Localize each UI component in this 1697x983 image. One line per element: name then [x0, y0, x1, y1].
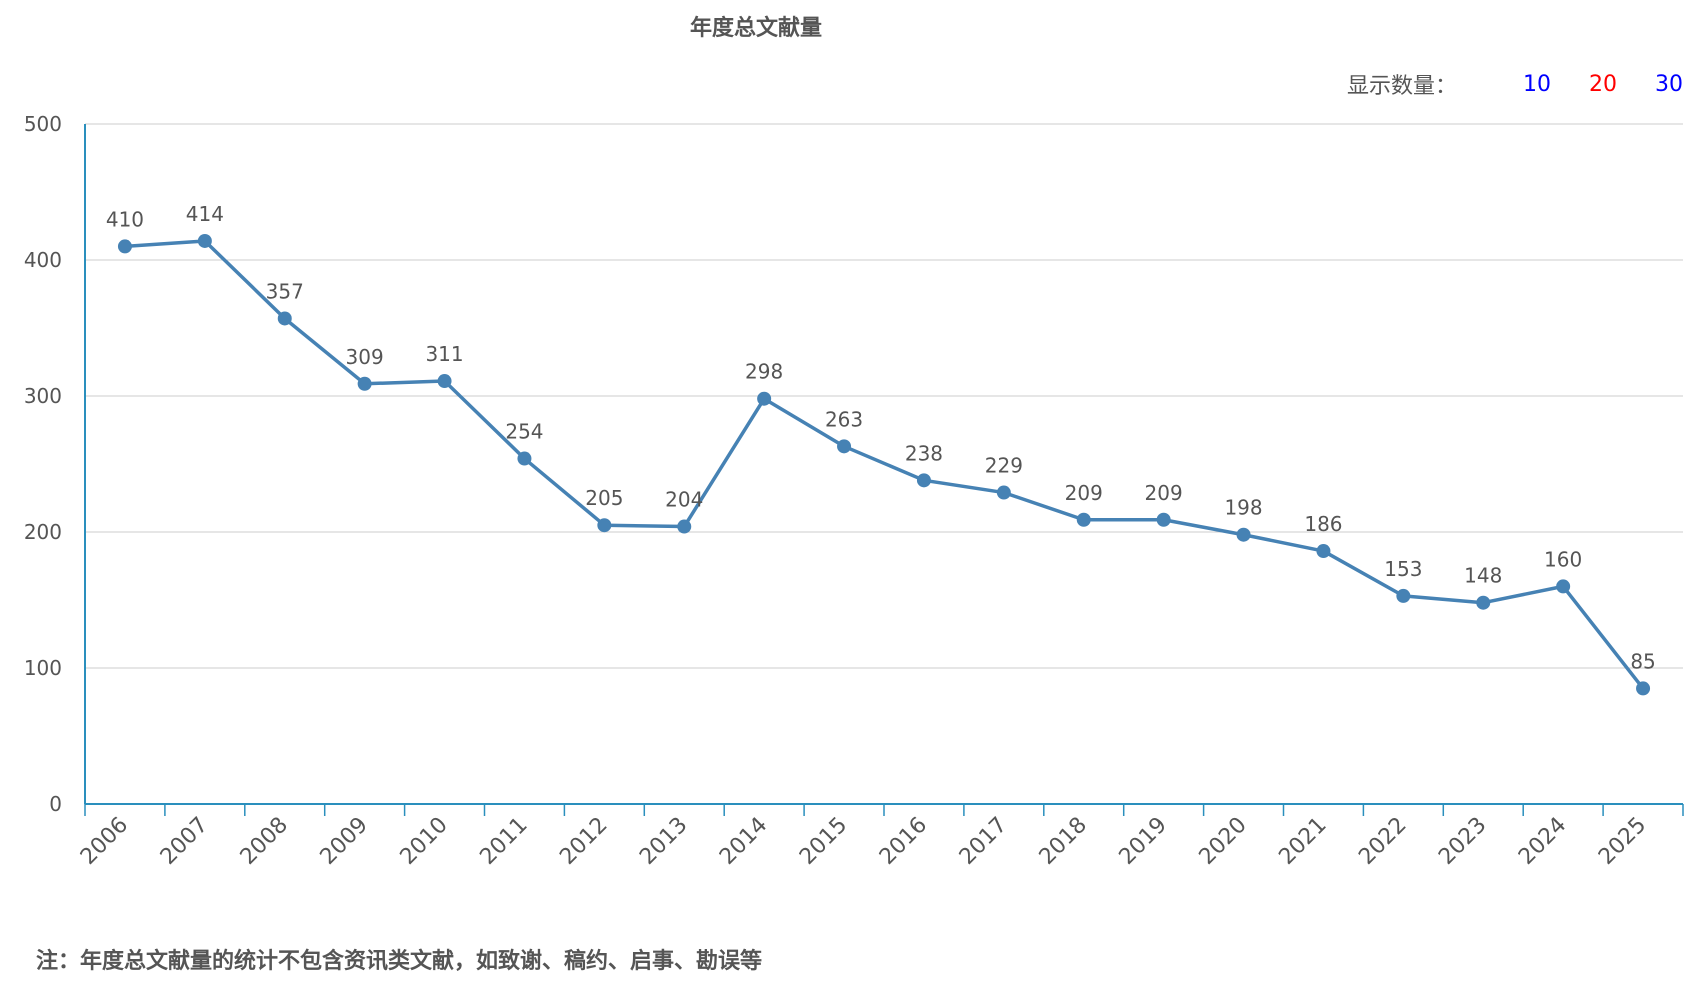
x-tick-label-2013: 2013	[635, 813, 692, 870]
y-tick-label-300: 300	[24, 384, 62, 408]
data-point-2007	[197, 233, 212, 248]
x-tick-label-2009: 2009	[316, 813, 373, 870]
x-tick-label-2006: 2006	[76, 813, 133, 870]
data-label-2023: 148	[1464, 564, 1502, 588]
footnote: 注：年度总文献量的统计不包含资讯类文献，如致谢、稿约、启事、勘误等	[36, 949, 763, 974]
data-point-2006	[117, 239, 132, 254]
y-tick-label-400: 400	[24, 248, 62, 272]
data-label-2017: 229	[985, 454, 1023, 478]
axes: 0 100 200 300 400 500 2006 2007 2008 2009 2010 2011…	[24, 112, 1684, 870]
data-point-2015	[837, 439, 852, 454]
x-tick-label-2020: 2020	[1195, 813, 1252, 870]
data-label-2011: 254	[505, 420, 543, 444]
data-label-2024: 160	[1544, 547, 1582, 571]
data-point-2024	[1556, 579, 1571, 594]
x-tick-label-2014: 2014	[715, 813, 772, 870]
display-count-option-30[interactable]: 30	[1655, 71, 1683, 97]
data-point-2019	[1156, 512, 1171, 527]
gridlines	[85, 123, 1683, 669]
data-label-2006: 410	[106, 207, 144, 231]
data-label-2016: 238	[905, 441, 943, 465]
data-label-2021: 186	[1304, 512, 1342, 536]
x-tick-label-2017: 2017	[955, 813, 1012, 870]
data-point-2023	[1476, 595, 1491, 610]
data-point-2022	[1396, 588, 1411, 603]
y-tick-label-200: 200	[24, 520, 62, 544]
data-label-2015: 263	[825, 407, 863, 431]
data-label-2010: 311	[425, 342, 463, 366]
chart-title: 年度总文献量	[689, 16, 822, 41]
data-point-2012	[597, 518, 612, 533]
series-line-group	[117, 233, 1651, 696]
data-point-2009	[357, 376, 372, 391]
x-tick-label-2022: 2022	[1354, 813, 1411, 870]
x-tick-label-2016: 2016	[875, 813, 932, 870]
x-tick-label-2023: 2023	[1434, 813, 1491, 870]
series-line	[124, 239, 1645, 690]
data-point-2013	[677, 519, 692, 534]
data-point-2020	[1236, 527, 1251, 542]
data-label-2008: 357	[266, 279, 304, 303]
data-point-2021	[1316, 544, 1331, 559]
y-tick-label-0: 0	[49, 792, 62, 816]
display-count-label: 显示数量：	[1346, 74, 1457, 99]
x-tick-label-2024: 2024	[1514, 813, 1571, 870]
data-label-2022: 153	[1384, 557, 1422, 581]
x-tick-label-2019: 2019	[1115, 813, 1172, 870]
x-tick-label-2010: 2010	[396, 813, 453, 870]
display-count-option-20[interactable]: 20	[1589, 71, 1617, 97]
data-point-2017	[996, 485, 1011, 500]
data-label-2020: 198	[1224, 496, 1262, 520]
x-tick-label-2018: 2018	[1035, 813, 1092, 870]
data-label-2019: 209	[1145, 481, 1183, 505]
data-label-2012: 205	[585, 486, 623, 510]
x-tick-label-2012: 2012	[555, 813, 612, 870]
display-count-option-10[interactable]: 10	[1523, 71, 1551, 97]
data-labels: 410 414 357 309 311 254 205 204 298 263 238 229 209 2…	[106, 202, 1656, 673]
data-point-2010	[437, 374, 452, 389]
data-label-2018: 209	[1065, 481, 1103, 505]
data-point-2008	[277, 311, 292, 326]
x-tick-label-2015: 2015	[795, 813, 852, 870]
data-point-2016	[916, 473, 931, 488]
x-tick-label-2025: 2025	[1594, 813, 1651, 870]
data-label-2013: 204	[665, 488, 703, 512]
data-label-2007: 414	[186, 202, 224, 226]
y-tick-label-500: 500	[24, 112, 62, 136]
x-tick-label-2021: 2021	[1274, 813, 1331, 870]
data-label-2014: 298	[745, 360, 783, 384]
data-point-2018	[1076, 512, 1091, 527]
data-point-2025	[1636, 681, 1651, 696]
data-point-2011	[517, 451, 532, 466]
x-tick-label-2011: 2011	[475, 813, 532, 870]
x-tick-label-2008: 2008	[236, 813, 293, 870]
y-tick-label-100: 100	[24, 656, 62, 680]
display-count-selector: 显示数量： 10 20 30	[1347, 68, 1683, 100]
data-label-2025: 85	[1630, 649, 1655, 673]
data-point-2014	[757, 391, 772, 406]
x-tick-label-2007: 2007	[156, 813, 213, 870]
data-label-2009: 309	[346, 345, 384, 369]
